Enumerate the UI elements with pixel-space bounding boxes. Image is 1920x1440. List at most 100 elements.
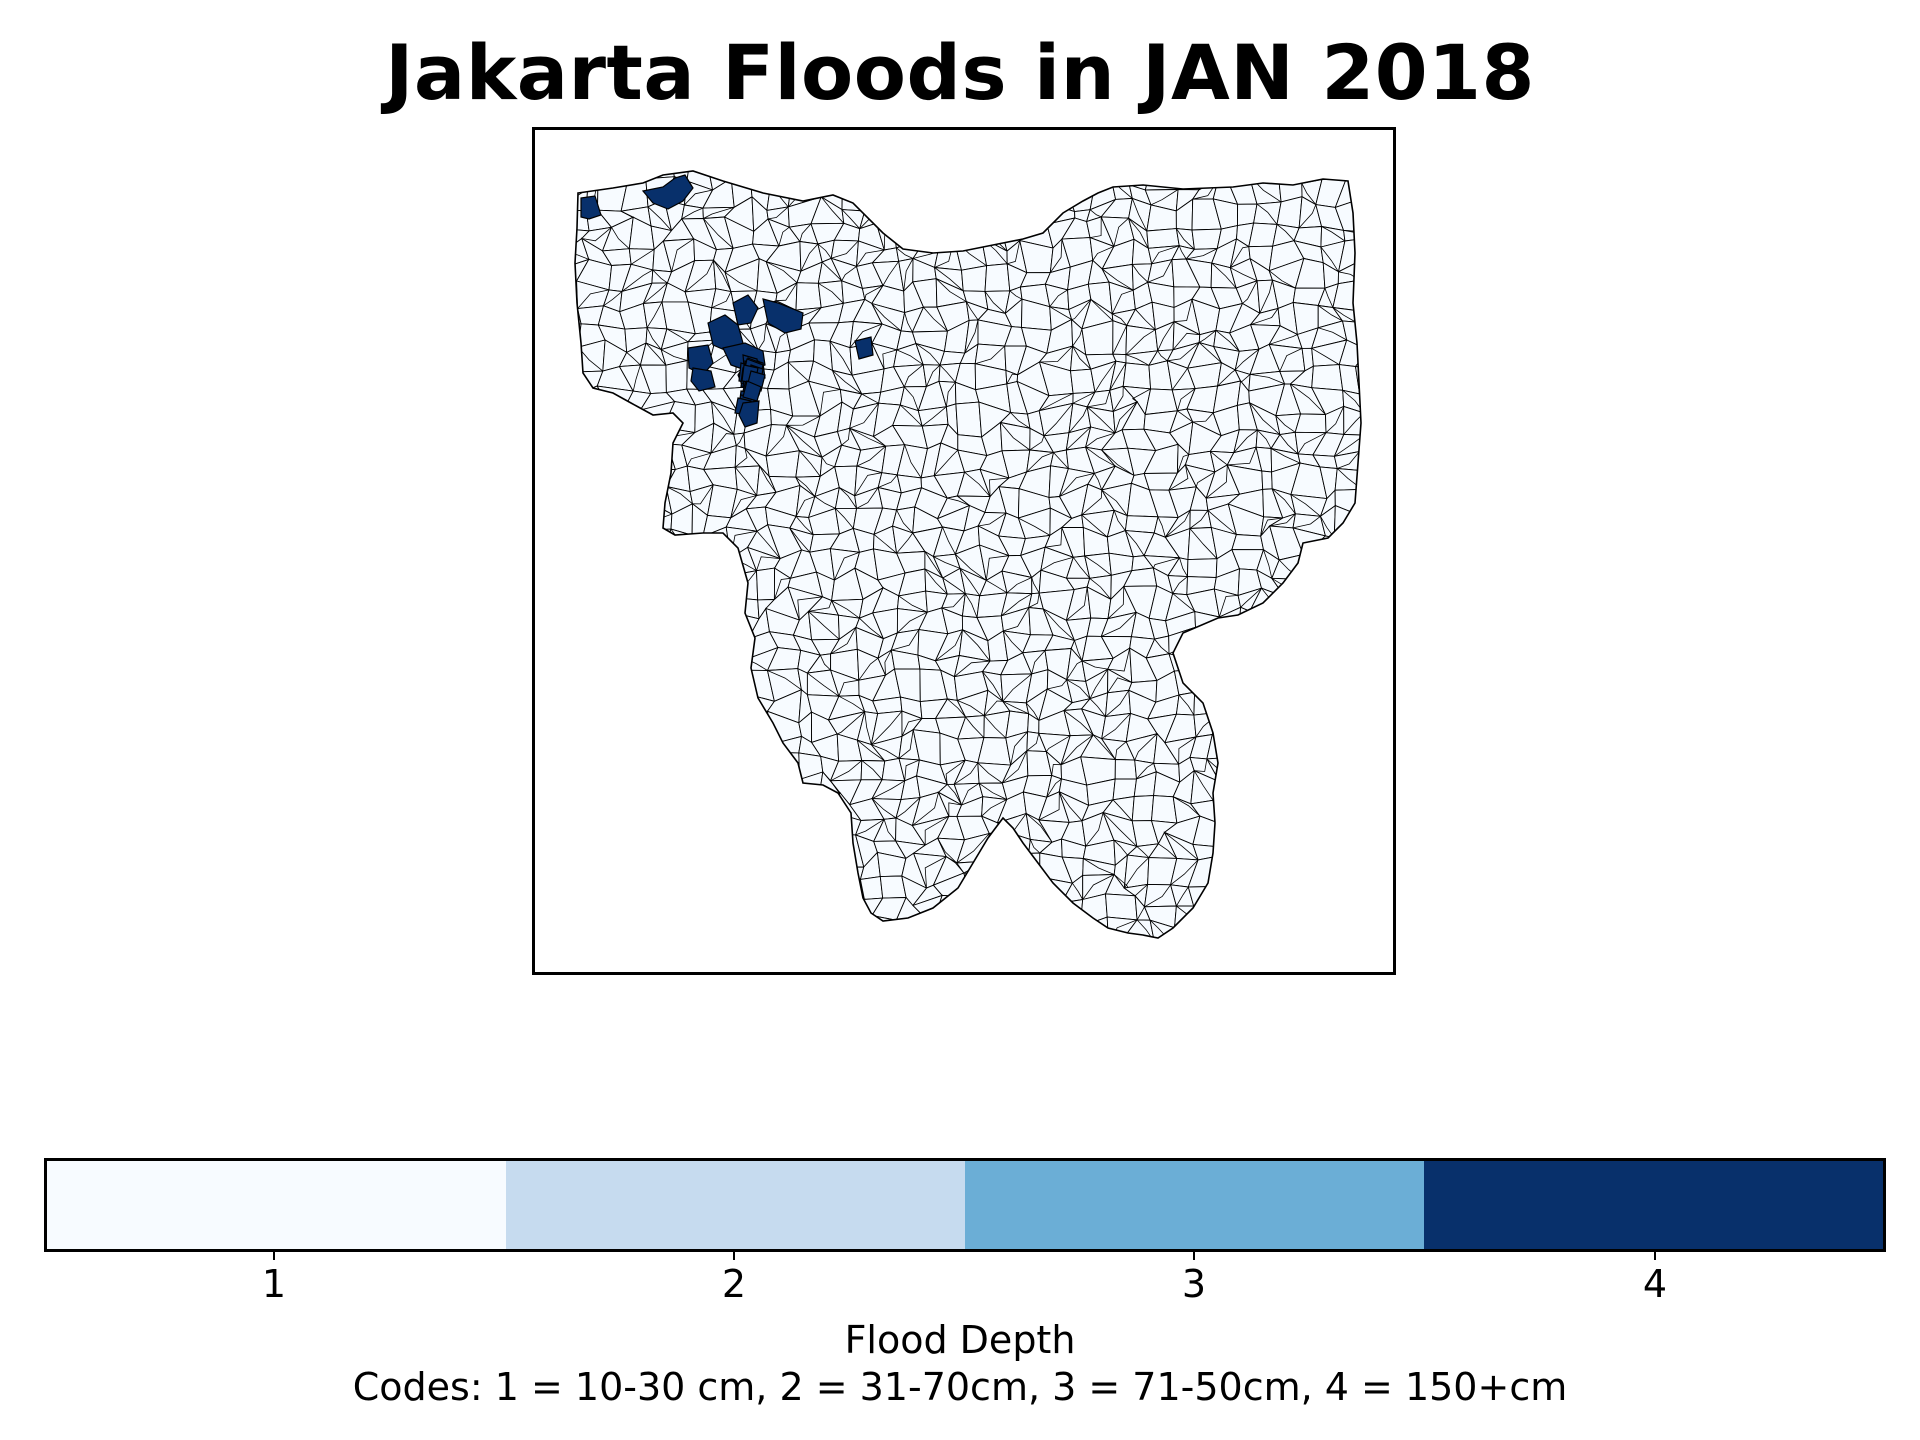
- district-boundary: [665, 846, 695, 862]
- district-polygon: [681, 936, 712, 938]
- district-polygon: [1310, 614, 1344, 636]
- district-boundary: [1067, 171, 1097, 180]
- district-boundary: [1025, 702, 1040, 721]
- district-boundary: [956, 833, 990, 864]
- district-boundary: [965, 716, 985, 738]
- district-polygon: [659, 874, 689, 903]
- district-boundary: [1177, 388, 1196, 411]
- district-boundary: [1253, 902, 1285, 922]
- district-polygon: [575, 323, 582, 349]
- district-polygon: [1315, 874, 1339, 906]
- district-polygon: [789, 961, 817, 972]
- district-polygon: [770, 831, 802, 861]
- district-polygon: [936, 179, 969, 206]
- district-boundary: [839, 879, 861, 909]
- district-polygon: [575, 647, 589, 680]
- district-polygon: [1364, 409, 1386, 435]
- district-polygon: [710, 732, 730, 762]
- district-boundary: [723, 693, 745, 713]
- district-boundary: [882, 349, 897, 369]
- district-boundary: [1297, 432, 1327, 455]
- district-polygon: [1104, 955, 1135, 972]
- flooded-district: [762, 298, 804, 334]
- district-boundary: [1131, 388, 1151, 403]
- district-boundary: [1038, 791, 1060, 821]
- district-boundary: [575, 462, 585, 498]
- district-boundary: [935, 629, 963, 662]
- district-boundary: [1353, 594, 1361, 616]
- district-polygon: [597, 882, 627, 906]
- district-boundary: [1114, 401, 1138, 434]
- district-polygon: [642, 916, 666, 938]
- district-boundary: [1105, 690, 1130, 717]
- district-polygon: [575, 423, 587, 458]
- district-boundary: [902, 171, 928, 183]
- district-boundary: [849, 402, 879, 429]
- district-boundary: [1257, 429, 1272, 449]
- district-boundary: [1176, 228, 1195, 250]
- district-polygon: [1085, 962, 1107, 972]
- district-boundary: [959, 568, 981, 597]
- district-polygon: [1378, 914, 1393, 946]
- district-boundary: [985, 555, 1009, 581]
- district-polygon: [1386, 760, 1393, 771]
- district-boundary: [1355, 321, 1361, 354]
- district-boundary: [767, 670, 802, 691]
- district-polygon: [757, 777, 780, 801]
- district-polygon: [1252, 955, 1274, 972]
- district-polygon: [1366, 238, 1390, 261]
- district-polygon: [794, 919, 814, 938]
- district-boundary: [1094, 473, 1103, 491]
- district-polygon: [749, 171, 775, 183]
- district-boundary: [666, 570, 695, 598]
- district-polygon: [648, 647, 674, 681]
- district-boundary: [799, 450, 821, 477]
- district-boundary: [1382, 678, 1394, 703]
- district-polygon: [1022, 852, 1041, 878]
- district-boundary: [900, 404, 923, 427]
- district-polygon: [579, 879, 606, 904]
- district-boundary: [856, 445, 886, 467]
- district-boundary: [666, 597, 695, 621]
- district-polygon: [1210, 627, 1240, 657]
- district-boundary: [1109, 948, 1135, 955]
- district-boundary: [1187, 655, 1213, 671]
- district-polygon: [619, 462, 648, 499]
- district-polygon: [604, 913, 631, 938]
- district-polygon: [1151, 795, 1178, 824]
- district-boundary: [585, 960, 607, 972]
- district-polygon: [1294, 668, 1324, 701]
- district-polygon: [1312, 547, 1348, 581]
- district-boundary: [954, 660, 991, 678]
- district-boundary: [577, 862, 606, 887]
- district-polygon: [1227, 651, 1258, 683]
- district-boundary: [1072, 882, 1084, 900]
- district-polygon: [1046, 956, 1067, 973]
- district-polygon: [1315, 738, 1336, 764]
- district-boundary: [1357, 638, 1361, 650]
- district-boundary: [1375, 371, 1393, 394]
- district-boundary: [1070, 924, 1081, 937]
- district-boundary: [849, 427, 886, 447]
- district-polygon: [659, 610, 695, 633]
- district-polygon: [1227, 811, 1262, 839]
- district-polygon: [607, 956, 627, 972]
- district-polygon: [749, 942, 777, 969]
- district-polygon: [662, 794, 685, 825]
- district-boundary: [1092, 246, 1115, 261]
- district-boundary: [1189, 528, 1218, 559]
- district-boundary: [1321, 797, 1339, 815]
- district-boundary: [817, 961, 839, 972]
- district-polygon: [1229, 693, 1259, 723]
- district-boundary: [875, 171, 900, 187]
- district-boundary: [686, 837, 712, 855]
- district-boundary: [1301, 183, 1317, 205]
- district-boundary: [1321, 226, 1346, 242]
- district-polygon: [1164, 934, 1194, 938]
- district-boundary: [1089, 668, 1109, 699]
- district-boundary: [1101, 268, 1134, 291]
- district-boundary: [1333, 672, 1361, 704]
- district-boundary: [766, 261, 798, 283]
- district-polygon: [995, 873, 1028, 905]
- district-polygon: [1358, 257, 1361, 281]
